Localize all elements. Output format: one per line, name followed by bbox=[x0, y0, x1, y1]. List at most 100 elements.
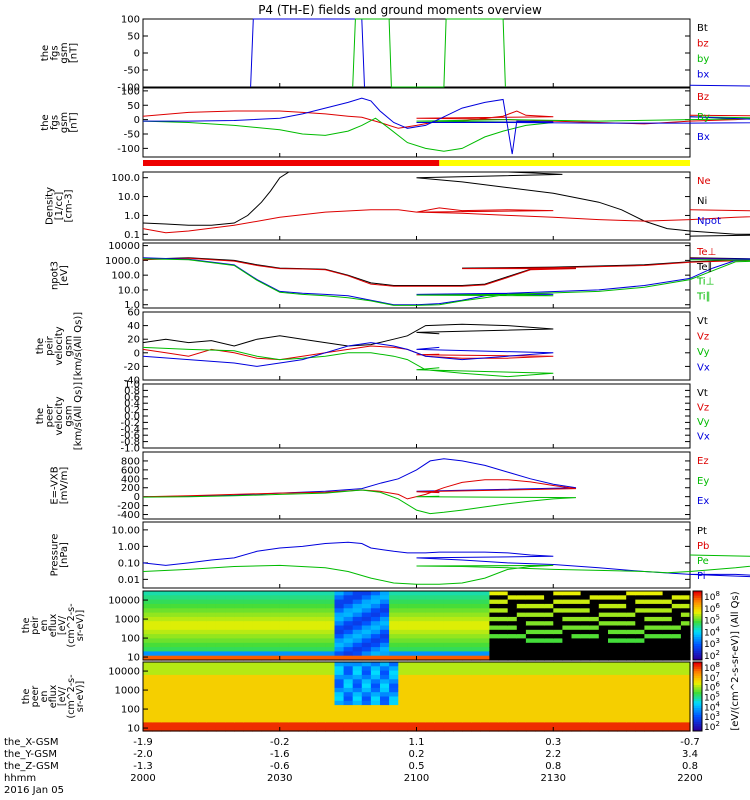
spectrogram-cell-peer-en-eflux bbox=[197, 709, 208, 715]
spectrogram-cell-peir-en-eflux bbox=[234, 621, 244, 627]
spectrogram-cell-peir-en-eflux bbox=[553, 599, 563, 605]
ytick-label-peer-vel-10: -1.0 bbox=[120, 444, 140, 455]
spectrogram-cell-peir-en-eflux bbox=[635, 629, 645, 635]
legend-pressure-3: Pi bbox=[697, 571, 706, 582]
spectrogram-cell-peer-en-eflux bbox=[389, 709, 399, 715]
spectrogram-cell-peer-en-eflux bbox=[279, 709, 290, 715]
spectrogram-cell-peir-en-eflux bbox=[635, 616, 645, 622]
spectrogram-cell-peir-en-eflux bbox=[525, 634, 536, 639]
series-fgs-0 bbox=[250, 18, 365, 88]
ylabel-fgs-dsl-2: gsm bbox=[59, 112, 70, 133]
spectrogram-cell-peer-en-eflux bbox=[617, 666, 627, 672]
spectrogram-cell-peir-en-eflux bbox=[234, 642, 244, 648]
spectrogram-cell-peer-en-eflux bbox=[480, 687, 490, 693]
ephemeris-name-1: the_Y-GSM bbox=[4, 749, 57, 760]
spectrogram-cell-peir-en-eflux bbox=[243, 621, 253, 627]
spectrogram-cell-peer-en-eflux bbox=[143, 679, 153, 685]
spectrogram-cell-peir-en-eflux bbox=[562, 621, 573, 627]
spectrogram-cell-peir-en-eflux bbox=[197, 629, 208, 635]
spectrogram-cell-peer-en-eflux bbox=[270, 674, 281, 680]
legend-temp-2: Ti⊥ bbox=[696, 277, 714, 288]
spectrogram-cell-peir-en-eflux bbox=[589, 651, 600, 657]
spectrogram-cell-peir-en-eflux bbox=[471, 642, 481, 648]
spectrogram-cell-peer-en-eflux bbox=[407, 696, 418, 702]
spectrogram-cell-peir-en-eflux bbox=[252, 651, 263, 657]
spectrogram-cell-peir-en-eflux bbox=[179, 629, 190, 635]
spectrogram-cell-peer-en-eflux bbox=[471, 674, 481, 680]
spectrogram-cell-peer-en-eflux bbox=[243, 679, 253, 685]
spectrogram-cell-peer-en-eflux bbox=[589, 683, 600, 689]
spectrogram-cell-peir-en-eflux bbox=[434, 634, 445, 639]
spectrogram-cell-peir-en-eflux bbox=[626, 595, 636, 601]
spectrogram-cell-peer-en-eflux bbox=[179, 696, 190, 702]
spectrogram-cell-peer-en-eflux bbox=[252, 679, 263, 685]
spectrogram-cell-peer-en-eflux bbox=[626, 726, 636, 732]
spectrogram-cell-peer-en-eflux bbox=[471, 713, 481, 719]
spectrogram-cell-peer-en-eflux bbox=[361, 662, 372, 667]
spectrogram-cell-peer-en-eflux bbox=[598, 709, 609, 715]
spectrogram-cell-peer-en-eflux bbox=[334, 722, 345, 728]
spectrogram-cell-peir-en-eflux bbox=[234, 612, 244, 618]
spectrogram-cell-peer-en-eflux bbox=[279, 692, 290, 698]
spectrogram-cell-peir-en-eflux bbox=[489, 603, 500, 609]
spectrogram-cell-peer-en-eflux bbox=[252, 726, 263, 732]
spectrogram-cell-peir-en-eflux bbox=[626, 651, 636, 657]
colorbar-cell-cbar-ion bbox=[693, 623, 702, 626]
spectrogram-cell-peir-en-eflux bbox=[653, 603, 664, 609]
spectrogram-cell-peer-en-eflux bbox=[507, 705, 518, 710]
spectrogram-cell-peer-en-eflux bbox=[270, 692, 281, 698]
spectrogram-cell-peer-en-eflux bbox=[453, 670, 463, 676]
spectrogram-cell-peir-en-eflux bbox=[662, 625, 673, 631]
ylabel-peir-vel-0: the bbox=[35, 338, 46, 354]
spectrogram-cell-peer-en-eflux bbox=[680, 662, 691, 667]
spectrogram-cell-peer-en-eflux bbox=[398, 674, 408, 680]
spectrogram-cell-peir-en-eflux bbox=[407, 638, 418, 644]
spectrogram-cell-peer-en-eflux bbox=[471, 687, 481, 693]
spectrogram-cell-peer-en-eflux bbox=[662, 718, 673, 723]
spectrogram-cell-peer-en-eflux bbox=[298, 696, 308, 702]
spectrogram-cell-peer-en-eflux bbox=[525, 683, 536, 689]
spectrogram-cell-peir-en-eflux bbox=[480, 629, 490, 635]
spectrogram-cell-peer-en-eflux bbox=[608, 670, 618, 676]
spectrogram-cell-peer-en-eflux bbox=[516, 696, 527, 702]
spectrogram-cell-peir-en-eflux bbox=[389, 651, 399, 657]
spectrogram-cell-peer-en-eflux bbox=[471, 709, 481, 715]
spectrogram-cell-peir-en-eflux bbox=[425, 634, 436, 639]
spectrogram-cell-peir-en-eflux bbox=[644, 634, 655, 639]
spectrogram-cell-peir-en-eflux bbox=[425, 621, 436, 627]
spectrogram-cell-peer-en-eflux bbox=[334, 696, 345, 702]
series-efield-0 bbox=[142, 458, 577, 498]
spectrogram-cell-peir-en-eflux bbox=[553, 655, 563, 661]
ylabel-peer-en-eflux-2: en bbox=[39, 691, 50, 703]
spectrogram-cell-peer-en-eflux bbox=[279, 683, 290, 689]
spectrogram-cell-peer-en-eflux bbox=[653, 679, 664, 685]
spectrogram-cell-peer-en-eflux bbox=[544, 709, 554, 715]
ytick-label-temp-1: 1000.0 bbox=[105, 256, 140, 267]
spectrogram-cell-peir-en-eflux bbox=[206, 612, 217, 618]
spectrogram-cell-peer-en-eflux bbox=[170, 726, 180, 732]
spectrogram-cell-peir-en-eflux bbox=[553, 612, 563, 618]
spectrogram-cell-peer-en-eflux bbox=[608, 705, 618, 710]
spectrogram-cell-peer-en-eflux bbox=[562, 718, 573, 723]
spectrogram-cell-peer-en-eflux bbox=[680, 666, 691, 672]
spectrogram-cell-peer-en-eflux bbox=[179, 709, 190, 715]
spectrogram-cell-peer-en-eflux bbox=[188, 662, 199, 667]
spectrogram-cell-peer-en-eflux bbox=[671, 670, 682, 676]
spectrogram-cell-peer-en-eflux bbox=[653, 683, 664, 689]
spectrogram-cell-peer-en-eflux bbox=[170, 674, 180, 680]
spectrogram-cell-peer-en-eflux bbox=[644, 666, 655, 672]
colorbar-cell-cbar-ion bbox=[693, 657, 702, 661]
spectrogram-cell-peer-en-eflux bbox=[161, 662, 171, 667]
spectrogram-cell-peer-en-eflux bbox=[398, 696, 408, 702]
spectrogram-cell-peir-en-eflux bbox=[316, 651, 326, 657]
spectrogram-cell-peer-en-eflux bbox=[206, 709, 217, 715]
spectrogram-cell-peer-en-eflux bbox=[188, 705, 199, 710]
spectrogram-cell-peir-en-eflux bbox=[562, 599, 573, 605]
spectrogram-cell-peir-en-eflux bbox=[507, 625, 518, 631]
spectrogram-cell-peer-en-eflux bbox=[143, 709, 153, 715]
spectrogram-cell-peir-en-eflux bbox=[252, 634, 263, 639]
spectrogram-cell-peir-en-eflux bbox=[480, 621, 490, 627]
spectrogram-cell-peir-en-eflux bbox=[298, 634, 308, 639]
spectrogram-cell-peer-en-eflux bbox=[480, 683, 490, 689]
spectrogram-cell-peir-en-eflux bbox=[316, 655, 326, 661]
